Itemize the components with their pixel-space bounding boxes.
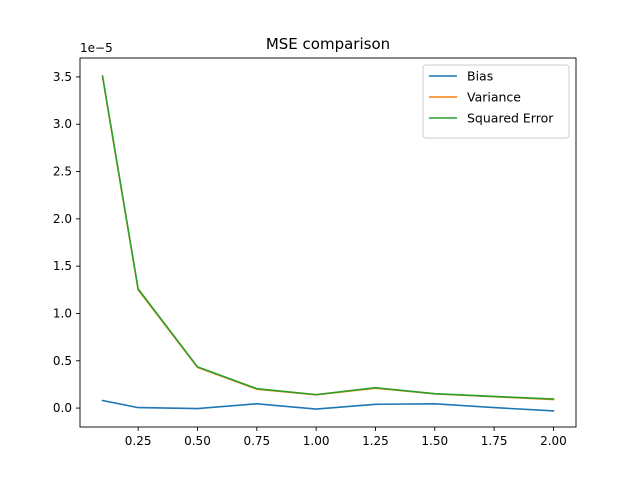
y-tick-label: 3.5	[53, 70, 72, 84]
y-offset-label: 1e−5	[80, 41, 113, 55]
x-tick-label: 0.75	[243, 434, 270, 448]
series-line-bias	[101, 399, 555, 412]
legend-label: Squared Error	[467, 111, 554, 126]
x-tick-label: 1.75	[481, 434, 508, 448]
x-tick-label: 1.00	[303, 434, 330, 448]
plot-area: 0.25 0.50 0.75 1.00 1.25 1.50 1.75 2.00 0.0 0.5 1.…	[53, 57, 577, 448]
y-tick-label: 2.5	[53, 165, 72, 179]
legend-label: Variance	[467, 90, 521, 105]
legend-box	[422, 64, 570, 139]
y-tick-label: 1.5	[53, 259, 72, 273]
x-tick-label: 0.50	[184, 434, 211, 448]
y-tick-label: 0.0	[53, 401, 72, 415]
legend: Bias Variance Squared Error	[422, 64, 570, 139]
x-tick-label: 1.25	[362, 434, 389, 448]
x-tick-label: 0.25	[125, 434, 152, 448]
chart-title: MSE comparison	[266, 35, 390, 53]
x-tick-label: 1.50	[421, 434, 448, 448]
y-tick-label: 3.0	[53, 117, 72, 131]
y-tick-label: 2.0	[53, 212, 72, 226]
y-tick-label: 0.5	[53, 354, 72, 368]
y-tick-label: 1.0	[53, 306, 72, 320]
x-tick-label: 2.00	[540, 434, 567, 448]
series-line-squared-error	[101, 75, 555, 400]
axes-frame	[79, 57, 577, 428]
legend-label: Bias	[467, 69, 493, 84]
